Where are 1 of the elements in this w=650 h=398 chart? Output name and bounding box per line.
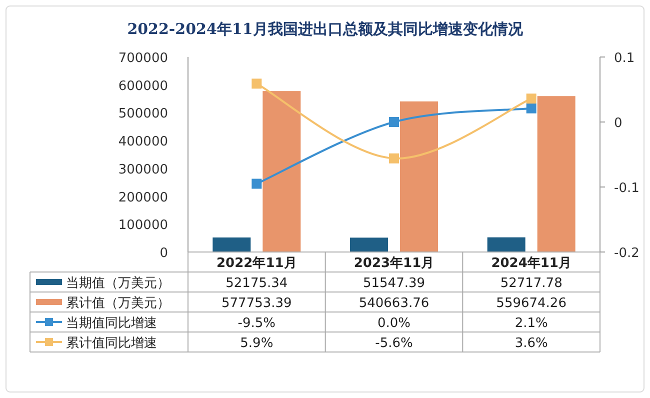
title: 2022-2024年11月我国进出口总额及其同比增速变化情况 — [127, 20, 523, 38]
